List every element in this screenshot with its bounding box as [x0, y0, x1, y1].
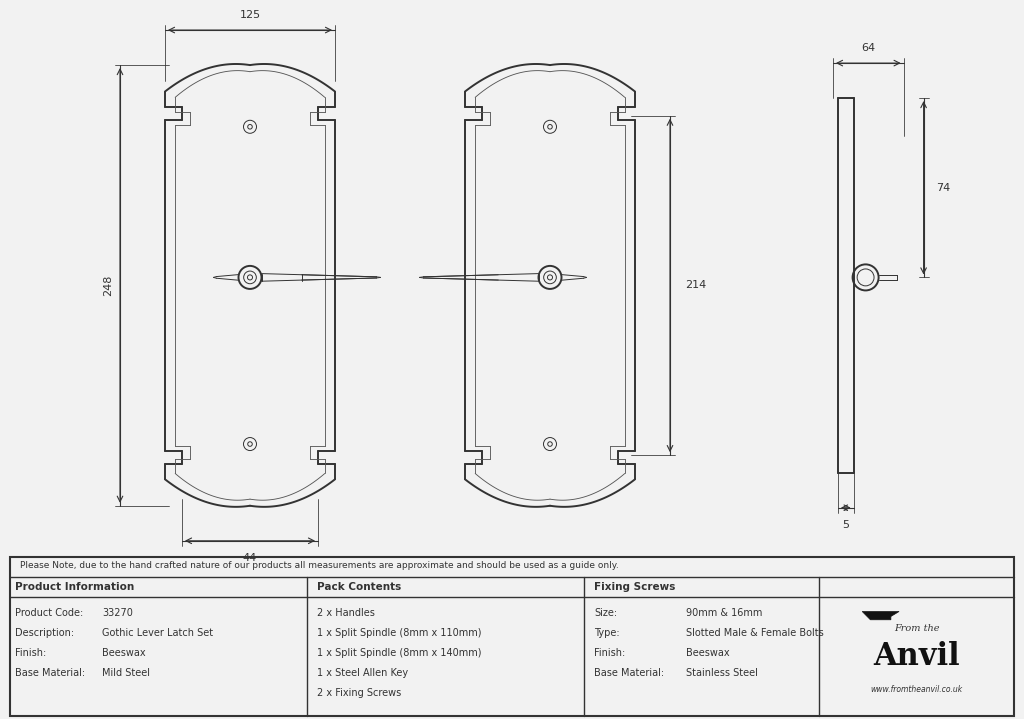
Text: 64: 64	[861, 43, 876, 53]
Text: 2 x Handles: 2 x Handles	[317, 608, 376, 618]
Text: Beeswax: Beeswax	[102, 648, 146, 658]
Text: Base Material:: Base Material:	[15, 668, 85, 678]
Text: Product Code:: Product Code:	[15, 608, 84, 618]
Text: 125: 125	[240, 10, 260, 20]
Text: Anvil: Anvil	[873, 641, 959, 672]
Text: 2 x Fixing Screws: 2 x Fixing Screws	[317, 687, 401, 697]
Text: 90mm & 16mm: 90mm & 16mm	[686, 608, 763, 618]
Text: 248: 248	[103, 275, 113, 296]
Text: Product Information: Product Information	[15, 582, 134, 592]
Text: www.fromtheanvil.co.uk: www.fromtheanvil.co.uk	[870, 684, 963, 694]
Text: Pack Contents: Pack Contents	[317, 582, 401, 592]
Text: Base Material:: Base Material:	[594, 668, 664, 678]
Text: Finish:: Finish:	[15, 648, 47, 658]
Text: 1 x Split Spindle (8mm x 140mm): 1 x Split Spindle (8mm x 140mm)	[317, 648, 482, 658]
Text: Description:: Description:	[15, 628, 75, 638]
Text: Mild Steel: Mild Steel	[102, 668, 151, 678]
Text: Stainless Steel: Stainless Steel	[686, 668, 758, 678]
Text: 44: 44	[243, 553, 257, 563]
Text: Type:: Type:	[594, 628, 620, 638]
Text: Beeswax: Beeswax	[686, 648, 730, 658]
Text: 5: 5	[843, 520, 849, 530]
Text: 74: 74	[936, 183, 950, 193]
Text: 33270: 33270	[102, 608, 133, 618]
Text: Finish:: Finish:	[594, 648, 626, 658]
Text: From the: From the	[894, 623, 939, 633]
Text: 1 x Split Spindle (8mm x 110mm): 1 x Split Spindle (8mm x 110mm)	[317, 628, 482, 638]
Text: Please Note, due to the hand crafted nature of our products all measurements are: Please Note, due to the hand crafted nat…	[20, 561, 620, 569]
Polygon shape	[862, 611, 899, 620]
Text: Gothic Lever Latch Set: Gothic Lever Latch Set	[102, 628, 214, 638]
Text: Slotted Male & Female Bolts: Slotted Male & Female Bolts	[686, 628, 824, 638]
Text: Fixing Screws: Fixing Screws	[594, 582, 675, 592]
Text: 214: 214	[685, 280, 707, 290]
Text: 1 x Steel Allen Key: 1 x Steel Allen Key	[317, 668, 409, 678]
Text: Size:: Size:	[594, 608, 617, 618]
